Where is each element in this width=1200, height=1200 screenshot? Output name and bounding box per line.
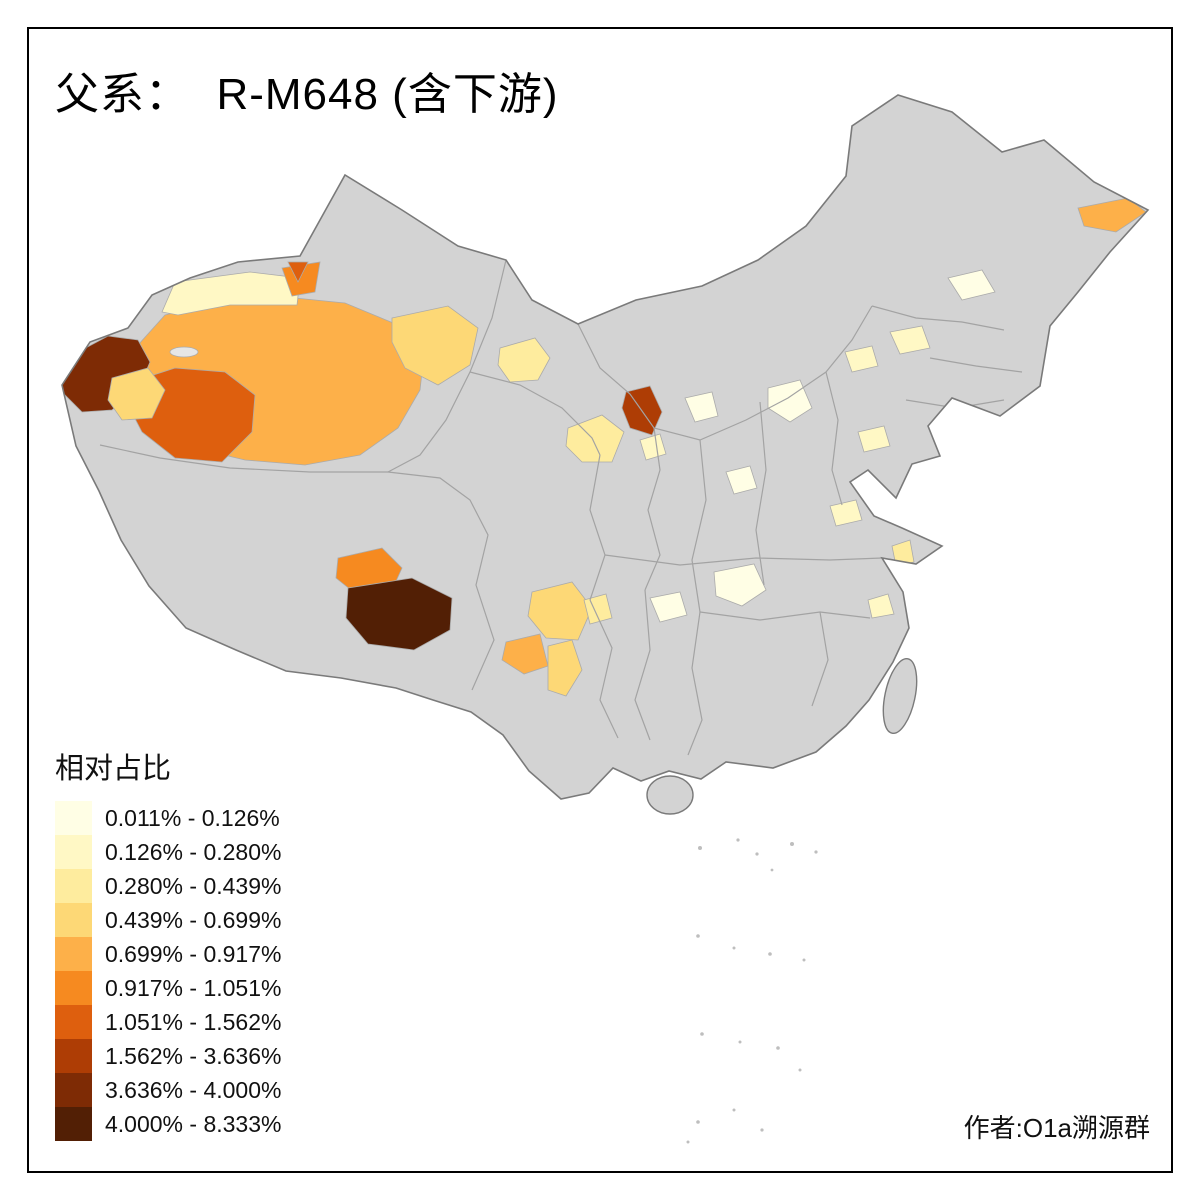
region-kashgar-east-pale bbox=[107, 367, 166, 421]
choropleth-regions bbox=[62, 197, 1147, 697]
legend-label: 0.011% - 0.126% bbox=[105, 804, 280, 831]
legend-label: 0.699% - 0.917% bbox=[105, 940, 282, 967]
legend-label: 0.280% - 0.439% bbox=[105, 872, 282, 899]
region-beijing-area bbox=[844, 345, 879, 373]
region-yunnan-sichuan-strip bbox=[547, 639, 583, 697]
legend-label: 0.439% - 0.699% bbox=[105, 906, 282, 933]
sea-islets bbox=[686, 838, 818, 1144]
legend: 相对占比 0.011% - 0.126% 0.126% - 0.280% 0.2… bbox=[55, 745, 281, 1141]
region-zhejiang-coast bbox=[867, 593, 895, 619]
attribution: 作者:O1a溯源群 bbox=[963, 1113, 1150, 1143]
region-xinjiang-top-triangle bbox=[287, 261, 309, 283]
legend-label: 3.636% - 4.000% bbox=[105, 1076, 282, 1103]
lake bbox=[169, 346, 199, 358]
legend-swatch bbox=[55, 971, 92, 1005]
legend-row: 0.439% - 0.699% bbox=[55, 903, 281, 937]
region-west-gansu bbox=[497, 337, 551, 383]
legend-label: 0.126% - 0.280% bbox=[105, 838, 282, 865]
legend-label: 4.000% - 8.333% bbox=[105, 1110, 282, 1137]
region-west-heilongjiang bbox=[947, 269, 996, 301]
page-title: 父系： R-M648 (含下游) bbox=[55, 70, 559, 119]
region-shannan-dark bbox=[345, 577, 453, 651]
legend-row: 0.011% - 0.126% bbox=[55, 801, 281, 835]
legend-row: 0.917% - 1.051% bbox=[55, 971, 281, 1005]
region-hami bbox=[391, 305, 479, 386]
region-west-sichuan bbox=[527, 581, 593, 641]
legend-label: 1.051% - 1.562% bbox=[105, 1008, 282, 1035]
legend-swatch bbox=[55, 1073, 92, 1107]
legend-row: 1.562% - 3.636% bbox=[55, 1039, 281, 1073]
region-central-jiangsu bbox=[829, 499, 863, 527]
legend-label: 0.917% - 1.051% bbox=[105, 974, 282, 1001]
region-shanghai-coast bbox=[891, 539, 915, 567]
legend-row: 0.126% - 0.280% bbox=[55, 835, 281, 869]
legend-row: 0.699% - 0.917% bbox=[55, 937, 281, 971]
legend-label: 1.562% - 3.636% bbox=[105, 1042, 282, 1069]
region-west-shandong bbox=[857, 425, 891, 453]
legend-title: 相对占比 bbox=[55, 753, 172, 785]
legend-row: 1.051% - 1.562% bbox=[55, 1005, 281, 1039]
legend-row: 4.000% - 8.333% bbox=[55, 1107, 281, 1141]
legend-row: 0.280% - 0.439% bbox=[55, 869, 281, 903]
legend-swatch bbox=[55, 869, 92, 903]
legend-swatch bbox=[55, 1107, 92, 1141]
legend-swatch bbox=[55, 1039, 92, 1073]
region-guizhou-east bbox=[649, 591, 688, 623]
region-northeast-tip bbox=[1077, 197, 1147, 233]
legend-swatch bbox=[55, 801, 92, 835]
hainan-island bbox=[646, 775, 694, 815]
region-central-yunnan bbox=[501, 633, 549, 675]
legend-swatch bbox=[55, 937, 92, 971]
legend-swatch bbox=[55, 1005, 92, 1039]
legend-swatch bbox=[55, 903, 92, 937]
region-west-hubei bbox=[713, 563, 767, 607]
region-ningxia-east-pale bbox=[639, 433, 667, 461]
taiwan-island bbox=[882, 657, 918, 735]
province-borders bbox=[99, 259, 1023, 756]
region-north-shaanxi bbox=[684, 391, 719, 423]
region-central-shaanxi bbox=[725, 465, 758, 495]
region-shanxi bbox=[767, 379, 813, 423]
legend-swatch bbox=[55, 835, 92, 869]
legend-row: 3.636% - 4.000% bbox=[55, 1073, 281, 1107]
region-north-hebei bbox=[889, 325, 931, 355]
